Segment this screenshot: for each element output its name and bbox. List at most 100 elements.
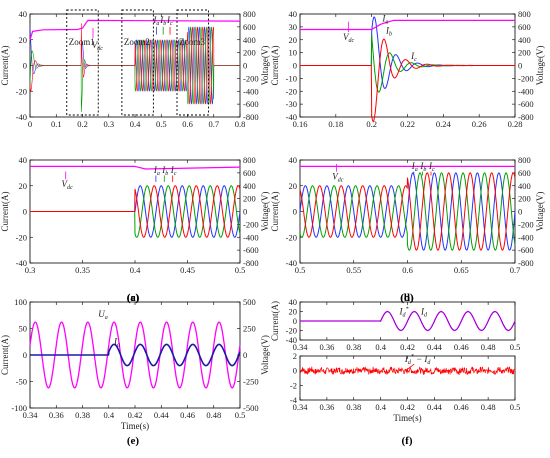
vdc-annotation: Vdc bbox=[343, 32, 355, 44]
y-tick-label: -20 bbox=[16, 86, 27, 96]
y-tick-label: -40 bbox=[16, 258, 27, 268]
panel-a: 0 0.1 0.2 0.3 0.4 0.5 0.6 0.7 0.8-40-2002040-800… bbox=[0, 9, 270, 304]
x-tick-label: 0.4 bbox=[103, 410, 114, 420]
y-tick-label: 2 bbox=[293, 351, 297, 361]
y-tick-label: -40 bbox=[286, 335, 297, 345]
y-tick-label: 0 bbox=[293, 366, 297, 376]
x-tick-label: 0.2 bbox=[366, 119, 377, 129]
error-annotation: Id* − Id bbox=[404, 354, 432, 366]
y-tick-label: 40 bbox=[289, 297, 298, 307]
y2-axis-label: Voltage(V) bbox=[260, 46, 270, 86]
y-tick-label: 0 bbox=[293, 61, 297, 71]
y2-tick-label: 400 bbox=[243, 35, 256, 45]
y2-tick-label: -800 bbox=[518, 258, 534, 268]
y-tick-label: -20 bbox=[286, 232, 297, 242]
y-tick-label: 0 bbox=[293, 207, 297, 217]
panel-label: (d) bbox=[400, 292, 414, 304]
ib-trace bbox=[299, 34, 516, 93]
y2-axis-label: Voltage(V) bbox=[260, 192, 270, 232]
x-tick-label: 0.38 bbox=[75, 410, 90, 420]
ic-trace bbox=[299, 38, 516, 122]
vdc-annotation: Vdc bbox=[62, 179, 74, 191]
y-axis-label: Current(A) bbox=[0, 192, 10, 232]
y-tick-label: -4 bbox=[290, 395, 298, 405]
vdc-annotation: Vdc bbox=[332, 171, 344, 183]
y2-tick-label: 0 bbox=[243, 350, 247, 360]
y-axis-label: Current(A) bbox=[270, 192, 280, 232]
y2-tick-label: -400 bbox=[243, 232, 259, 242]
y-tick-label: 20 bbox=[19, 35, 28, 45]
y-tick-label: -20 bbox=[286, 86, 297, 96]
x-tick-label: 0.16 bbox=[293, 119, 308, 129]
zoom-label: Zoom1 bbox=[69, 37, 95, 47]
ua-trace bbox=[29, 321, 241, 389]
phase-annotation: Ic bbox=[410, 51, 417, 63]
x-tick-label: 0.4 bbox=[130, 119, 141, 129]
y2-tick-label: 0 bbox=[243, 61, 247, 71]
error-arrow bbox=[407, 363, 415, 370]
x-tick-label: 0.46 bbox=[454, 402, 469, 412]
x-tick-label: 0.6 bbox=[182, 119, 193, 129]
y-tick-label: 0 bbox=[23, 350, 27, 360]
panel-label: (c) bbox=[127, 292, 140, 304]
x-tick-label: 0.5 bbox=[235, 410, 246, 420]
y2-tick-label: -500 bbox=[243, 403, 259, 413]
y-tick-label: 20 bbox=[19, 181, 28, 191]
y-tick-label: 30 bbox=[289, 22, 298, 32]
y2-tick-label: -400 bbox=[518, 86, 534, 96]
y2-tick-label: -600 bbox=[243, 245, 259, 255]
y2-axis-label: Voltage(V) bbox=[535, 46, 545, 86]
y2-tick-label: 250 bbox=[243, 324, 256, 334]
y2-tick-label: 800 bbox=[243, 155, 256, 165]
vdc-trace bbox=[300, 19, 515, 31]
x-tick-label: 0.34 bbox=[23, 410, 39, 420]
y-tick-label: 100 bbox=[14, 297, 27, 307]
y2-tick-label: 0 bbox=[518, 61, 522, 71]
x-tick-label: 0.42 bbox=[128, 410, 143, 420]
y-axis-label: Current(A) bbox=[0, 335, 10, 375]
panel-label: (e) bbox=[127, 435, 140, 447]
y-tick-label: 10 bbox=[289, 48, 298, 58]
x-tick-label: 0.34 bbox=[293, 402, 309, 412]
x-tick-label: 0.4 bbox=[375, 342, 386, 352]
panel-e: 0.34 0.36 0.38 0.4 0.42 0.44 0.46 0.48 0.5 -100 -5… bbox=[0, 297, 270, 447]
x-tick-label: 0.5 bbox=[295, 265, 306, 275]
zoom-label: Zoom2 bbox=[124, 37, 150, 47]
x-tick-label: 0.6 bbox=[402, 265, 413, 275]
y-tick-label: -100 bbox=[11, 403, 27, 413]
y-tick-label: -40 bbox=[16, 112, 27, 122]
y-tick-label: -30 bbox=[286, 99, 297, 109]
y2-tick-label: 800 bbox=[243, 9, 256, 19]
panel-b: 0.16 0.18 0.2 0.22 0.24 0.26 0.28 -40 -30 -20 -10 0… bbox=[270, 9, 545, 304]
x-tick-label: 0.24 bbox=[436, 119, 452, 129]
phase-annotation: Ib bbox=[159, 15, 166, 27]
panel-d: 0.5 0.55 0.6 0.65 0.7-40-2002040-800-600-400… bbox=[270, 155, 545, 304]
y2-axis-label: Voltage(V) bbox=[535, 192, 545, 232]
y-tick-label: -20 bbox=[286, 326, 297, 336]
ia-trace bbox=[299, 172, 516, 251]
y-tick-label: 20 bbox=[289, 307, 298, 317]
y2-tick-label: 200 bbox=[243, 194, 256, 204]
vdc-trace bbox=[29, 19, 241, 40]
y2-tick-label: 500 bbox=[243, 297, 256, 307]
y2-tick-label: 800 bbox=[518, 155, 531, 165]
phase-annotation: Ia bbox=[153, 165, 160, 177]
x-tick-label: 0.22 bbox=[400, 119, 415, 129]
y2-tick-label: -600 bbox=[243, 99, 259, 109]
y2-tick-label: 200 bbox=[518, 48, 531, 58]
x-tick-label: 0.36 bbox=[319, 342, 334, 352]
ia-trace bbox=[29, 343, 241, 367]
panel-c: 0.3 0.35 0.4 0.45 0.5-40-2002040-800-600-400… bbox=[0, 155, 270, 304]
x-tick-label: 0.2 bbox=[77, 119, 88, 129]
x-tick-label: 0.55 bbox=[346, 265, 361, 275]
y2-tick-label: -600 bbox=[518, 99, 534, 109]
zoom-box bbox=[66, 9, 99, 116]
y2-tick-label: -250 bbox=[243, 377, 259, 387]
ua-annotation: Ua bbox=[98, 309, 108, 321]
y2-tick-label: -800 bbox=[518, 112, 534, 122]
panel-label: (a) bbox=[127, 292, 140, 304]
y2-tick-label: -600 bbox=[518, 245, 534, 255]
x-tick-label: 0.46 bbox=[180, 410, 195, 420]
y2-tick-label: 800 bbox=[518, 9, 531, 19]
phase-annotation: Ic bbox=[166, 15, 173, 27]
